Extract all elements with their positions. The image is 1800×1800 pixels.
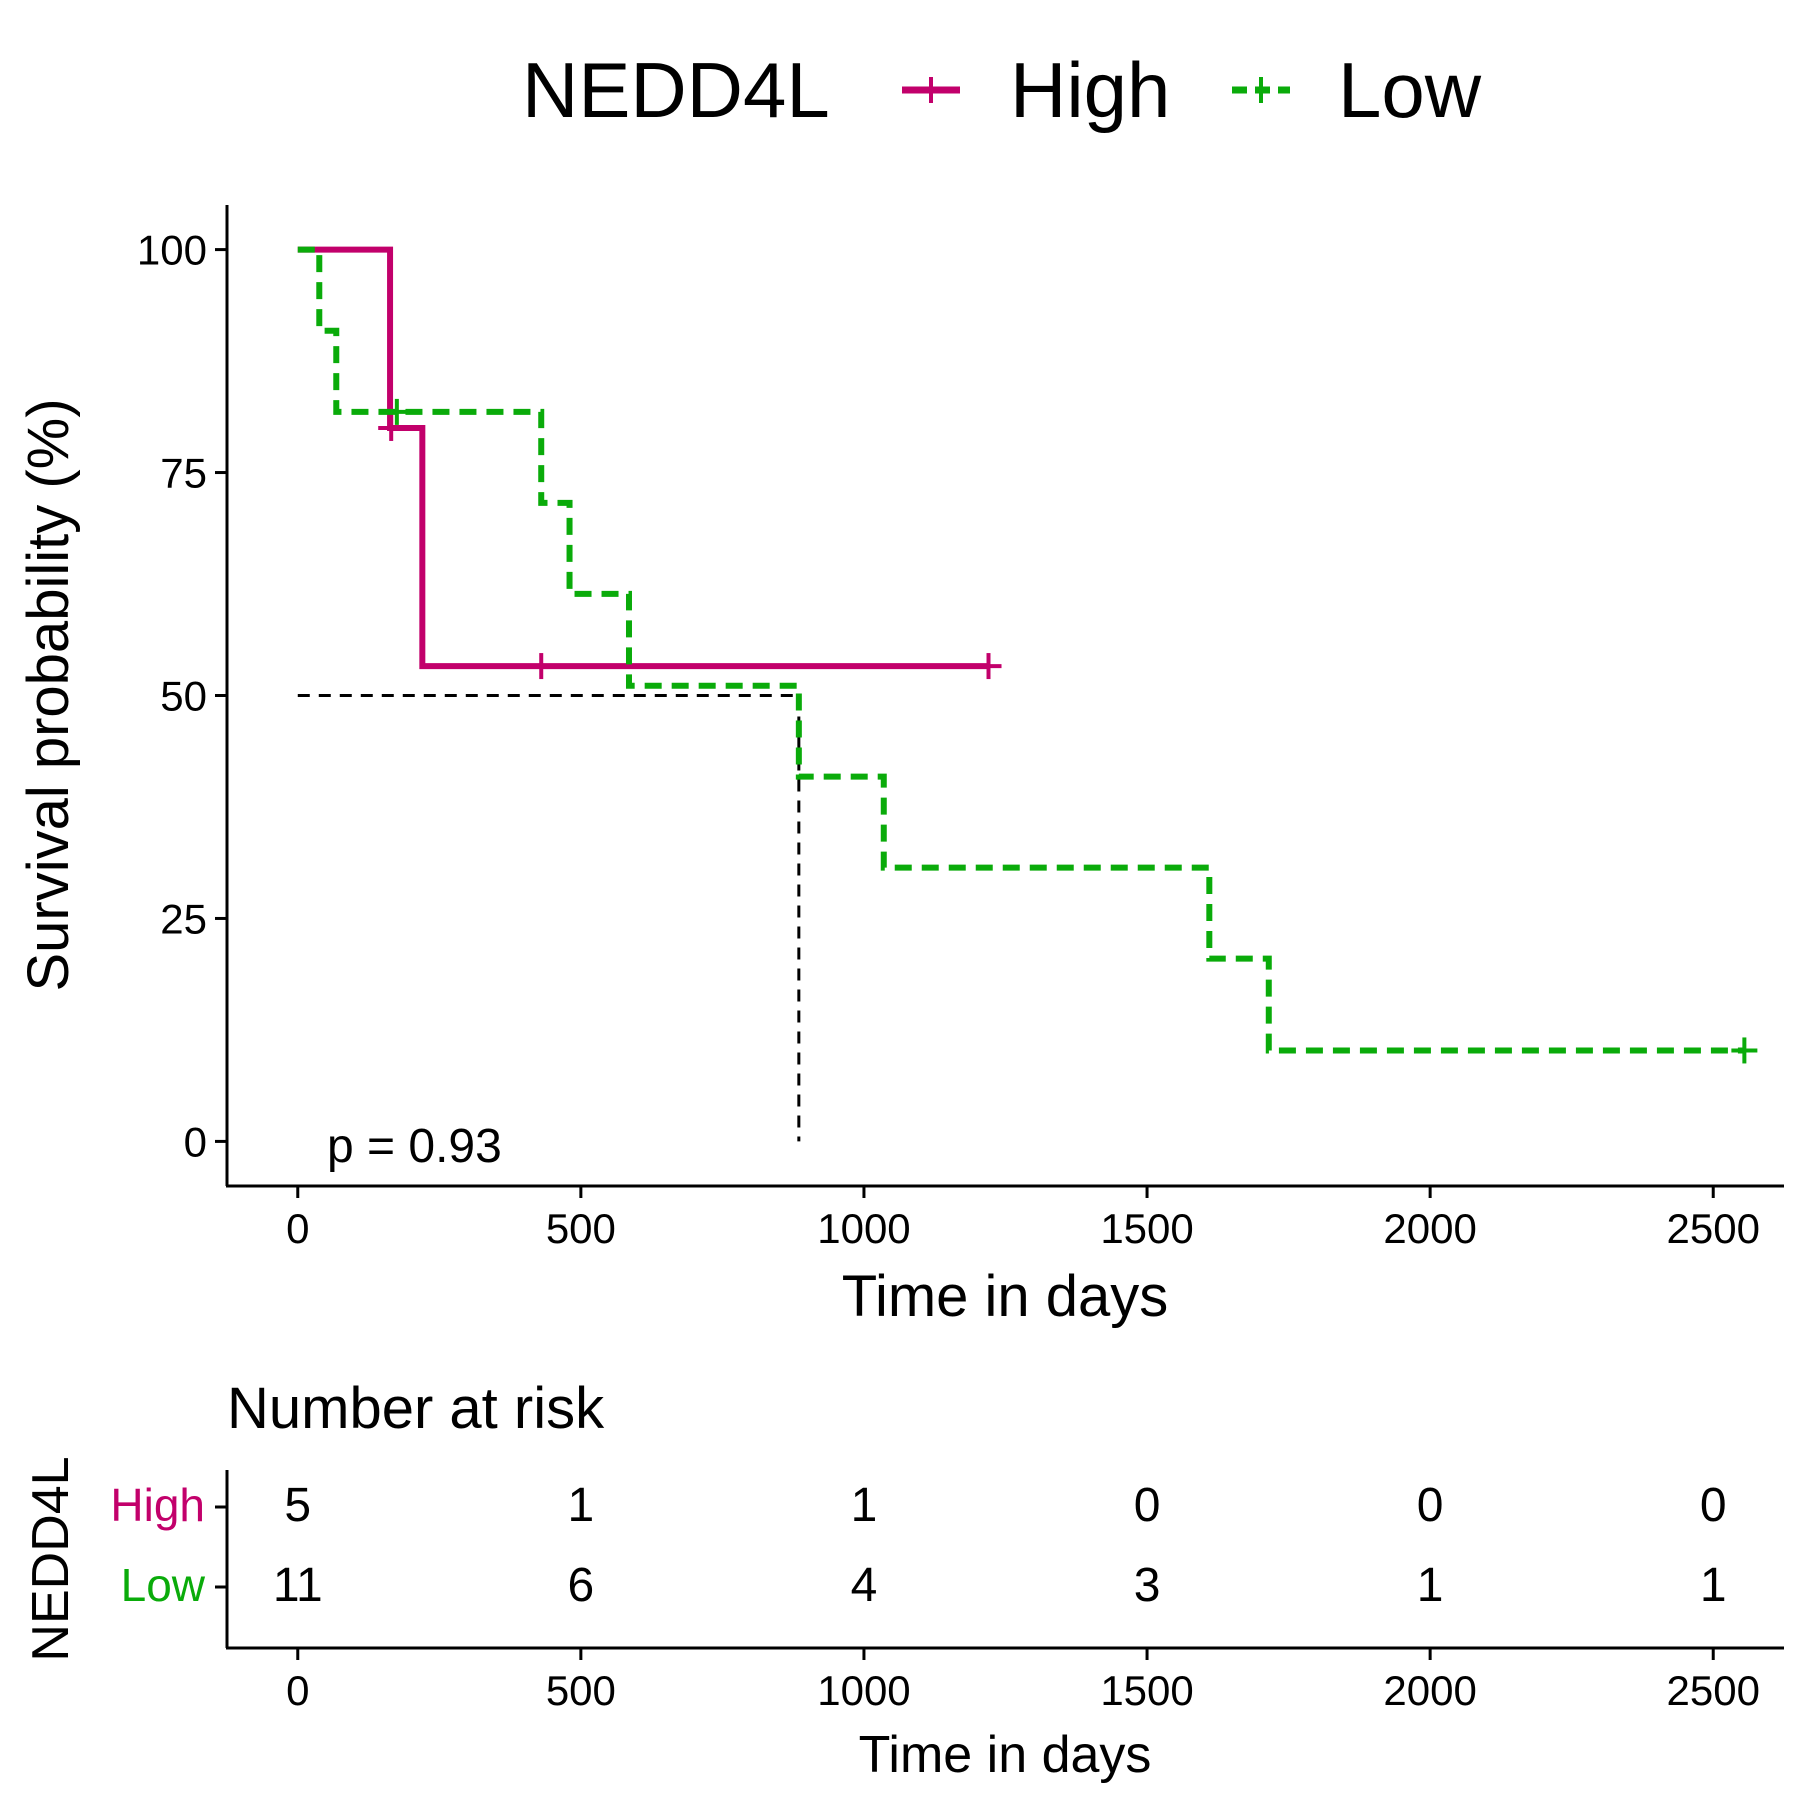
x-tick-label: 2500	[1667, 1205, 1760, 1252]
risk-count-low: 6	[568, 1559, 595, 1612]
p-value-annotation: p = 0.93	[327, 1120, 502, 1173]
y-axis-ticks: 0 25 50 75 100	[137, 227, 227, 1165]
legend-title: NEDD4L	[522, 46, 830, 134]
x-tick-label: 1500	[1100, 1205, 1193, 1252]
risk-table-title: Number at risk	[227, 1376, 605, 1441]
risk-x-tick-label: 500	[546, 1667, 616, 1714]
risk-count-high: 1	[851, 1479, 878, 1532]
y-tick-label: 25	[160, 895, 207, 942]
risk-x-tick-label: 2000	[1383, 1667, 1476, 1714]
legend-item-high: High	[902, 46, 1170, 134]
risk-count-low: 11	[273, 1559, 323, 1612]
risk-count-high: 0	[1700, 1479, 1727, 1532]
risk-x-tick-label: 1000	[817, 1667, 910, 1714]
risk-count-low: 4	[851, 1559, 878, 1612]
legend-label-high: High	[1010, 46, 1170, 134]
risk-x-tick-label: 0	[286, 1667, 309, 1714]
x-axis-label: Time in days	[842, 1264, 1169, 1329]
x-axis-ticks: 0 500 1000 1500 2000 2500	[286, 1186, 1760, 1252]
survival-plot: 0 25 50 75 100 0 500 1000 1500 2000 2500 p = 0.93…	[16, 205, 1784, 1329]
risk-count-low: 3	[1134, 1559, 1161, 1612]
risk-count-low: 1	[1417, 1559, 1444, 1612]
risk-count-high: 0	[1417, 1479, 1444, 1532]
legend-label-low: Low	[1338, 46, 1482, 134]
risk-table-x-ticks: 0 500 1000 1500 2000 2500	[286, 1648, 1760, 1714]
risk-count-high: 1	[568, 1479, 595, 1532]
legend-item-low: Low	[1232, 46, 1482, 134]
y-tick-label: 0	[184, 1118, 207, 1165]
risk-count-high: 0	[1134, 1479, 1161, 1532]
y-tick-label: 75	[160, 450, 207, 497]
y-axis-label: Survival probability (%)	[16, 398, 81, 991]
y-tick-label: 50	[160, 673, 207, 720]
survival-curves	[297, 246, 1758, 1064]
risk-table-ylabel: NEDD4L	[22, 1456, 80, 1661]
survival-curve-high	[297, 246, 989, 670]
risk-count-high: 5	[284, 1479, 311, 1532]
risk-row-label-high: High	[110, 1479, 205, 1531]
x-tick-label: 0	[286, 1205, 309, 1252]
risk-table-xlabel: Time in days	[859, 1726, 1152, 1784]
risk-x-tick-label: 1500	[1100, 1667, 1193, 1714]
x-tick-label: 2000	[1383, 1205, 1476, 1252]
risk-x-tick-label: 2500	[1667, 1667, 1760, 1714]
x-tick-label: 1000	[817, 1205, 910, 1252]
risk-row-label-low: Low	[121, 1559, 206, 1611]
legend: NEDD4L High Low	[522, 46, 1482, 134]
x-tick-label: 500	[546, 1205, 616, 1252]
median-reference-lines	[297, 694, 801, 1142]
risk-count-low: 1	[1700, 1559, 1727, 1612]
y-tick-label: 100	[137, 227, 207, 274]
survival-curve-low	[297, 246, 1745, 1054]
